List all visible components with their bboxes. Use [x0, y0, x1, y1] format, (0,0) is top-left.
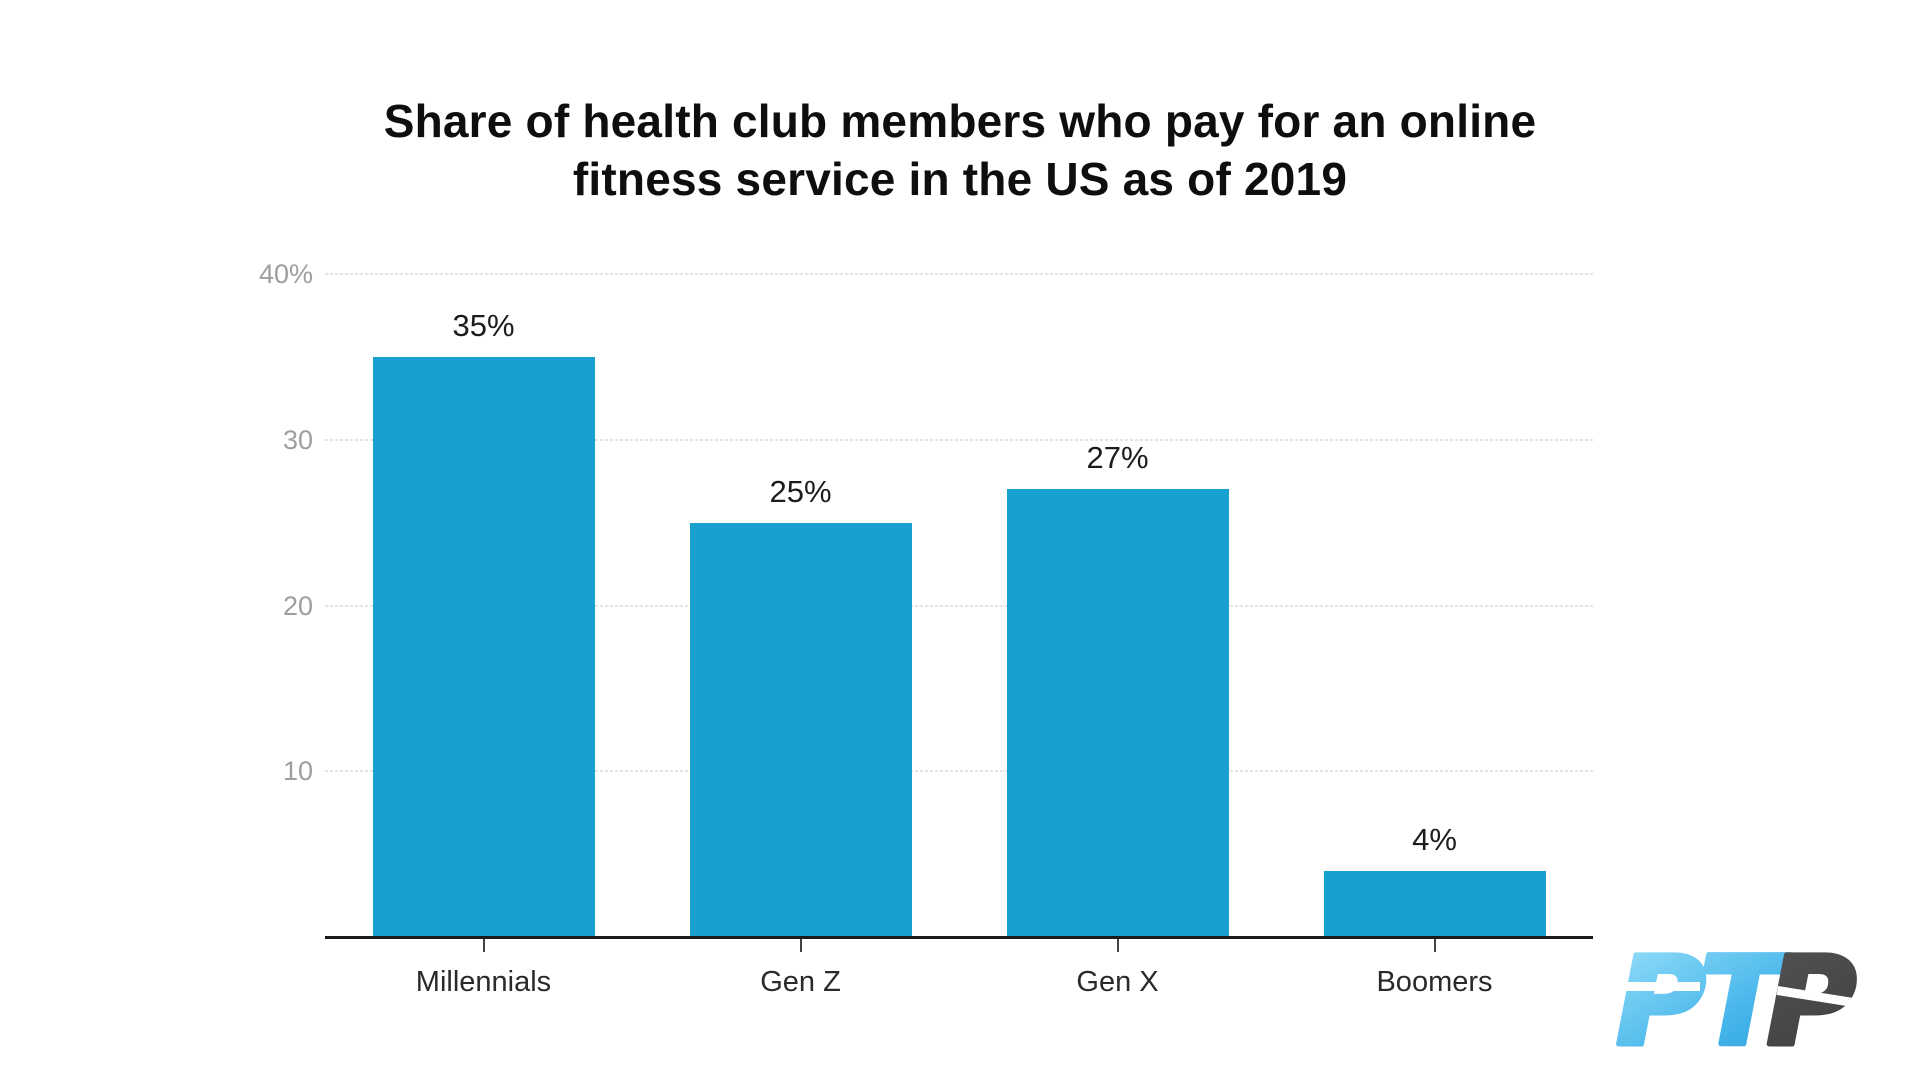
chart-title-line1: Share of health club members who pay for… — [383, 95, 1537, 147]
bar-millennials — [372, 356, 595, 937]
y-axis-tick-label: 10 — [282, 756, 313, 787]
x-axis-line — [325, 935, 1593, 939]
ptp-logo: PTP — [1614, 944, 1864, 1056]
bar-gen-x — [1006, 489, 1229, 937]
gridline-30 — [325, 438, 1593, 441]
gridline-40 — [325, 273, 1593, 275]
bar-value-label: 4% — [1412, 821, 1457, 857]
x-axis-category-label: Gen X — [1076, 966, 1159, 998]
logo-stencil-gap — [1622, 982, 1700, 991]
bar-boomers — [1323, 870, 1546, 937]
x-axis-tickmark — [1116, 939, 1119, 952]
y-axis-tick-label: 40% — [258, 259, 313, 289]
gridline-10 — [325, 770, 1593, 773]
bar-value-label: 35% — [452, 307, 515, 343]
logo-stencil-gap — [1776, 986, 1863, 1009]
bar-value-label: 27% — [1086, 440, 1149, 476]
bar-value-label: 25% — [769, 473, 832, 509]
y-axis-tick-label: 20 — [282, 590, 313, 621]
y-axis-tick-label: 30 — [282, 424, 313, 455]
x-axis-tickmark — [799, 939, 802, 952]
gridline-20 — [325, 604, 1593, 607]
chart-title: Share of health club members who pay for… — [28, 92, 1892, 208]
x-axis-category-label: Gen Z — [760, 966, 841, 998]
logo-letters-pt: PT — [1616, 944, 1791, 1056]
logo-text: PTP — [1616, 944, 1855, 1056]
x-axis-category-label: Boomers — [1376, 966, 1493, 998]
x-axis-tickmark — [1433, 939, 1436, 952]
bar-gen-z — [689, 522, 912, 937]
x-axis-tickmark — [482, 939, 485, 952]
chart-title-line2: fitness service in the US as of 2019 — [572, 153, 1348, 205]
x-axis-category-label: Millennials — [415, 966, 552, 998]
